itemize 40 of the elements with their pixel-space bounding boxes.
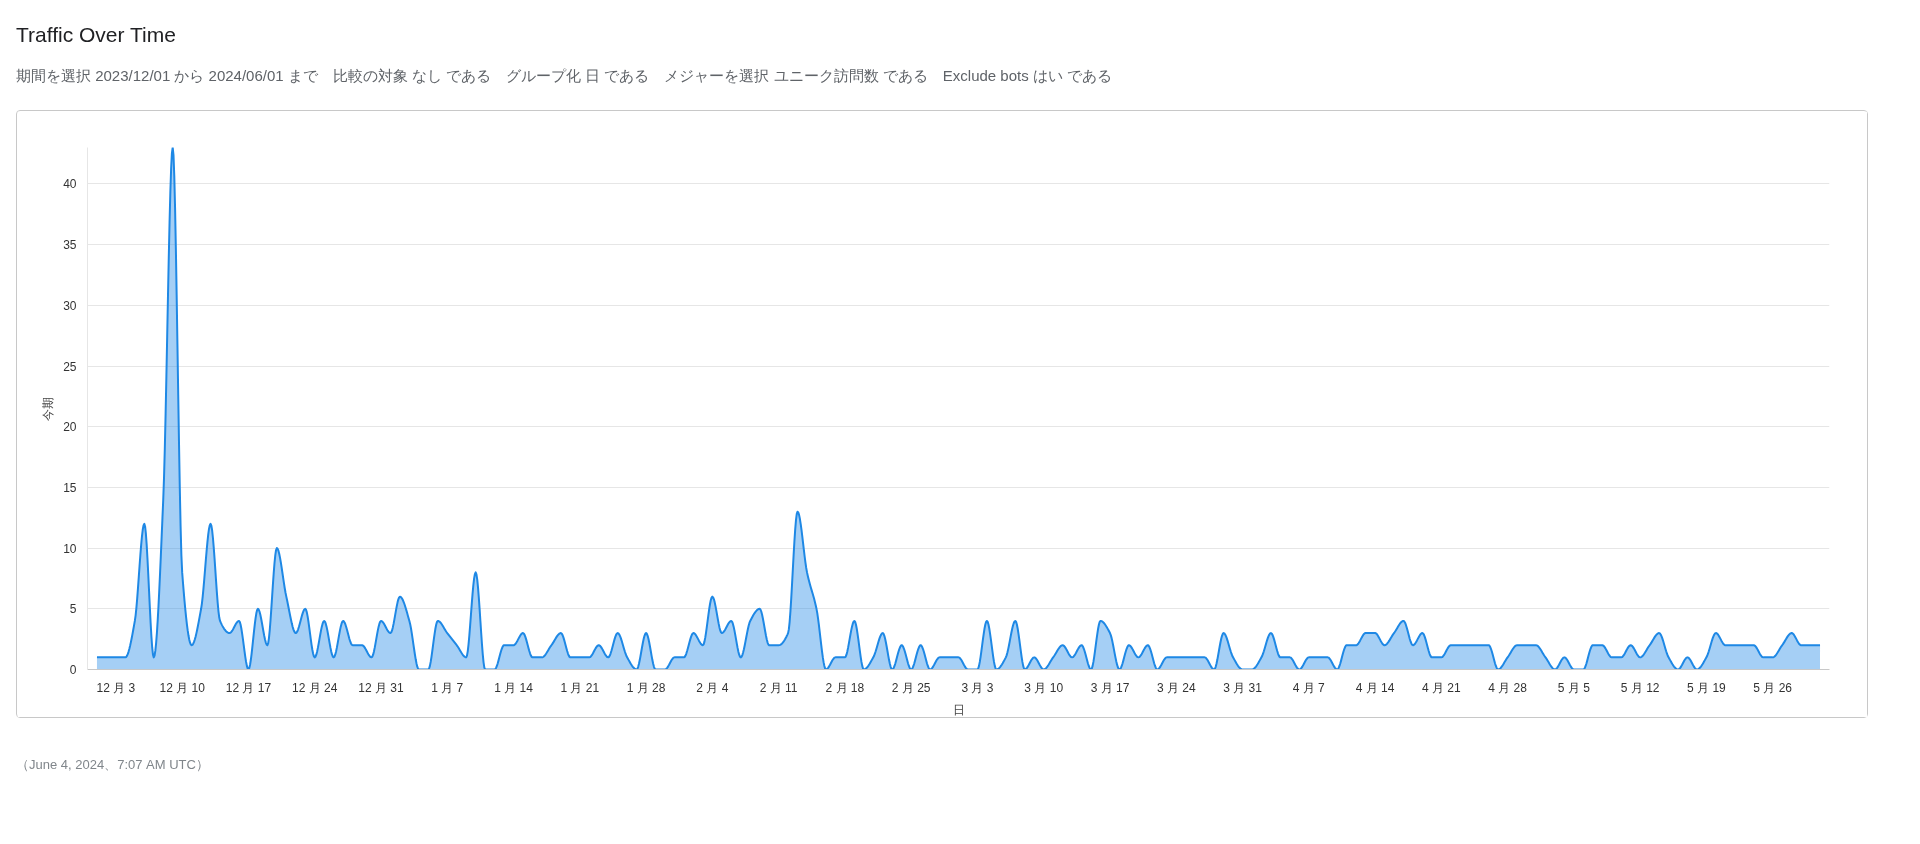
y-tick-label: 10	[63, 542, 77, 557]
y-tick-label: 20	[63, 420, 77, 435]
x-tick-label: 2 月 11	[759, 680, 798, 695]
x-tick-label: 2 月 18	[825, 680, 865, 695]
y-axis-title: 今期	[41, 396, 56, 421]
y-tick-label: 40	[63, 177, 77, 192]
x-tick-label: 5 月 19	[1687, 680, 1727, 695]
chart-title: Traffic Over Time	[16, 22, 176, 48]
x-tick-label: 2 月 25	[891, 680, 931, 695]
text: （June 4, 2024、7:07 AM UTC）	[16, 756, 209, 775]
x-tick-label: 12 月 17	[225, 680, 272, 695]
x-axis-title: 日	[952, 702, 965, 717]
x-tick-label: 3 月 24	[1156, 680, 1196, 695]
y-tick-label: 0	[69, 663, 77, 678]
x-tick-label: 5 月 12	[1620, 680, 1660, 695]
x-tick-label: 4 月 7	[1292, 680, 1326, 695]
x-tick-label: 1 月 28	[626, 680, 666, 695]
x-tick-label: 2 月 4	[696, 680, 729, 695]
x-tick-label: 5 月 26	[1753, 680, 1793, 695]
x-tick-label: 3 月 10	[1024, 680, 1064, 695]
x-tick-label: 12 月 3	[96, 680, 136, 695]
x-tick-label: 4 月 28	[1488, 680, 1528, 695]
y-tick-label: 5	[69, 602, 77, 617]
y-tick-label: 35	[63, 238, 77, 253]
y-tick-label: 25	[63, 359, 77, 374]
x-tick-label: 12 月 24	[292, 680, 338, 695]
x-tick-label: 1 月 14	[494, 680, 534, 695]
x-tick-label: 3 月 17	[1090, 680, 1130, 695]
x-tick-label: 4 月 14	[1355, 680, 1395, 695]
x-tick-label: 1 月 7	[431, 680, 464, 695]
x-tick-label: 3 月 3	[961, 680, 994, 695]
x-tick-label: 12 月 10	[159, 680, 206, 695]
x-tick-label: 4 月 21	[1421, 680, 1462, 695]
x-tick-label: 12 月 31	[358, 680, 404, 695]
x-tick-label: 1 月 21	[560, 680, 600, 695]
chart-subtitle: 期間を選択 2023/12/01 から 2024/06/01 まで 比較の対象 なし である グループ化 日 である メジャーを選択 ユニーク訪問数 である Exclude bots はい である	[16, 66, 1113, 86]
x-tick-label: 3 月 31	[1223, 680, 1263, 695]
y-tick-label: 15	[63, 481, 77, 496]
x-tick-label: 5 月 5	[1557, 680, 1591, 695]
y-tick-label: 30	[63, 299, 77, 314]
